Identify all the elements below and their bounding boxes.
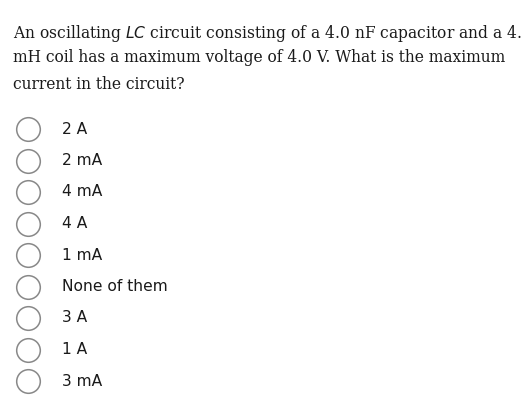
Text: mH coil has a maximum voltage of 4.0 V. What is the maximum: mH coil has a maximum voltage of 4.0 V. … [13,49,505,67]
Text: An oscillating $\mathit{LC}$ circuit consisting of a 4.0 nF capacitor and a 4.0: An oscillating $\mathit{LC}$ circuit con… [13,23,523,44]
Text: 1 A: 1 A [62,342,87,357]
Text: 3 A: 3 A [62,310,87,326]
Text: 4 A: 4 A [62,216,87,231]
Text: 4 mA: 4 mA [62,184,103,200]
Text: 2 mA: 2 mA [62,153,103,168]
Text: 3 mA: 3 mA [62,373,103,388]
Text: None of them: None of them [62,279,168,294]
Text: 1 mA: 1 mA [62,248,103,262]
Text: 2 A: 2 A [62,122,87,137]
Text: current in the circuit?: current in the circuit? [13,76,185,93]
